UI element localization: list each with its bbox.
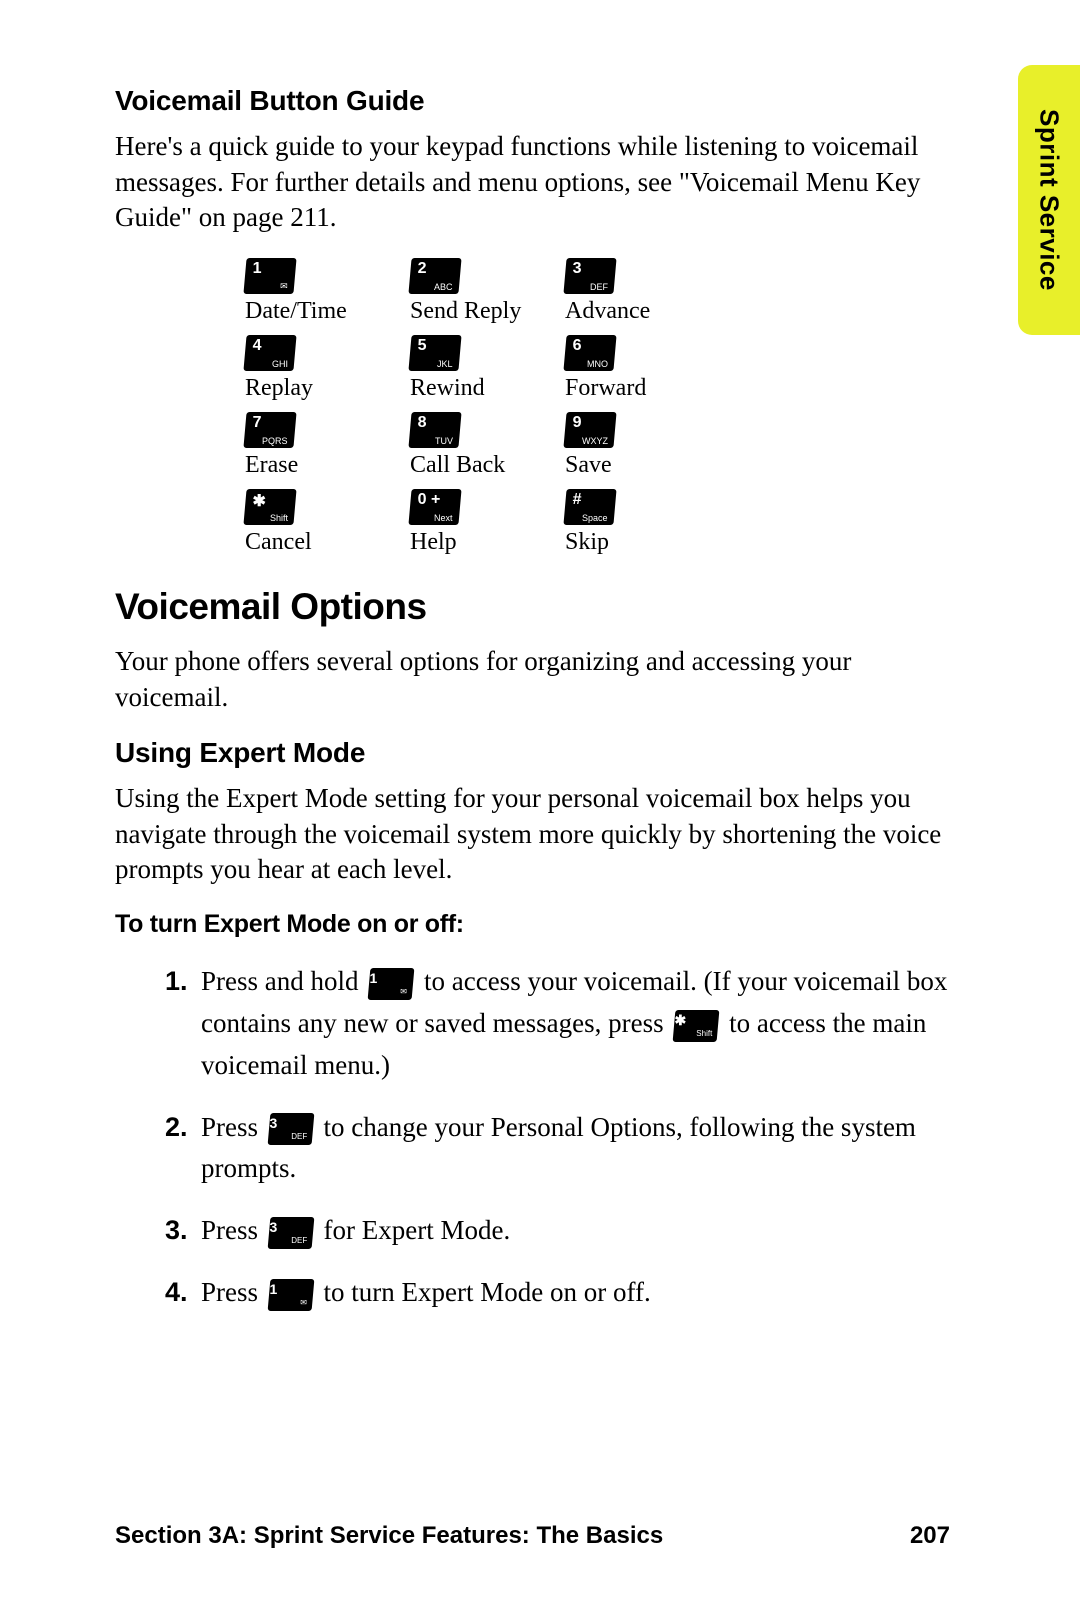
key-label: Help <box>410 529 457 556</box>
key-hash: #Space Skip <box>565 489 720 556</box>
key-icon-7: 7PQRS <box>243 412 296 448</box>
key-label: Rewind <box>410 375 485 402</box>
page-content: Voicemail Button Guide Here's a quick gu… <box>0 0 1080 1394</box>
key-icon-9: 9WXYZ <box>563 412 616 448</box>
intro-expert-mode: Using the Expert Mode setting for your p… <box>115 781 950 888</box>
key-label: Date/Time <box>245 298 347 325</box>
inline-key-3-icon: 3DEF <box>267 1217 314 1249</box>
inline-key-1-icon: 1✉ <box>267 1279 314 1311</box>
key-6: 6MNO Forward <box>565 335 720 402</box>
key-5: 5JKL Rewind <box>410 335 565 402</box>
step-3: 3. Press 3DEF for Expert Mode. <box>165 1210 950 1252</box>
key-label: Send Reply <box>410 298 521 325</box>
key-4: 4GHI Replay <box>245 335 410 402</box>
key-9: 9WXYZ Save <box>565 412 720 479</box>
key-label: Call Back <box>410 452 505 479</box>
side-tab-label: Sprint Service <box>1034 109 1065 291</box>
intro-voicemail-options: Your phone offers several options for or… <box>115 644 950 715</box>
key-3: 3DEF Advance <box>565 258 720 325</box>
key-icon-2: 2ABC <box>408 258 461 294</box>
heading-voicemail-options: Voicemail Options <box>115 586 950 628</box>
key-2: 2ABC Send Reply <box>410 258 565 325</box>
key-7: 7PQRS Erase <box>245 412 410 479</box>
key-label: Cancel <box>245 529 312 556</box>
key-star: ✱Shift Cancel <box>245 489 410 556</box>
key-icon-3: 3DEF <box>563 258 616 294</box>
instruction-heading: To turn Expert Mode on or off: <box>115 910 950 939</box>
key-0: 0 +Next Help <box>410 489 565 556</box>
footer-section: Section 3A: Sprint Service Features: The… <box>115 1522 663 1550</box>
key-icon-hash: #Space <box>563 489 616 525</box>
key-label: Replay <box>245 375 313 402</box>
key-icon-star: ✱Shift <box>243 489 296 525</box>
key-label: Forward <box>565 375 646 402</box>
steps-list: 1. Press and hold 1✉ to access your voic… <box>115 961 950 1314</box>
key-1: 1✉ Date/Time <box>245 258 410 325</box>
inline-key-1-icon: 1✉ <box>368 968 415 1000</box>
key-label: Erase <box>245 452 298 479</box>
key-label: Advance <box>565 298 650 325</box>
key-icon-1: 1✉ <box>243 258 296 294</box>
heading-expert-mode: Using Expert Mode <box>115 737 950 769</box>
page-footer: Section 3A: Sprint Service Features: The… <box>115 1522 950 1550</box>
heading-button-guide: Voicemail Button Guide <box>115 85 950 117</box>
key-icon-0: 0 +Next <box>408 489 461 525</box>
step-2: 2. Press 3DEF to change your Personal Op… <box>165 1107 950 1191</box>
key-8: 8TUV Call Back <box>410 412 565 479</box>
inline-key-star-icon: ✱Shift <box>673 1010 720 1042</box>
side-tab: Sprint Service <box>1018 65 1080 335</box>
key-icon-4: 4GHI <box>243 335 296 371</box>
inline-key-3-icon: 3DEF <box>267 1113 314 1145</box>
intro-button-guide: Here's a quick guide to your keypad func… <box>115 129 950 236</box>
key-label: Save <box>565 452 612 479</box>
key-icon-5: 5JKL <box>408 335 461 371</box>
step-4: 4. Press 1✉ to turn Expert Mode on or of… <box>165 1272 950 1314</box>
key-icon-6: 6MNO <box>563 335 616 371</box>
footer-page-number: 207 <box>910 1522 950 1550</box>
key-icon-8: 8TUV <box>408 412 461 448</box>
keypad-grid: 1✉ Date/Time 2ABC Send Reply 3DEF Advance 4… <box>245 258 950 556</box>
step-1: 1. Press and hold 1✉ to access your voic… <box>165 961 950 1087</box>
key-label: Skip <box>565 529 609 556</box>
